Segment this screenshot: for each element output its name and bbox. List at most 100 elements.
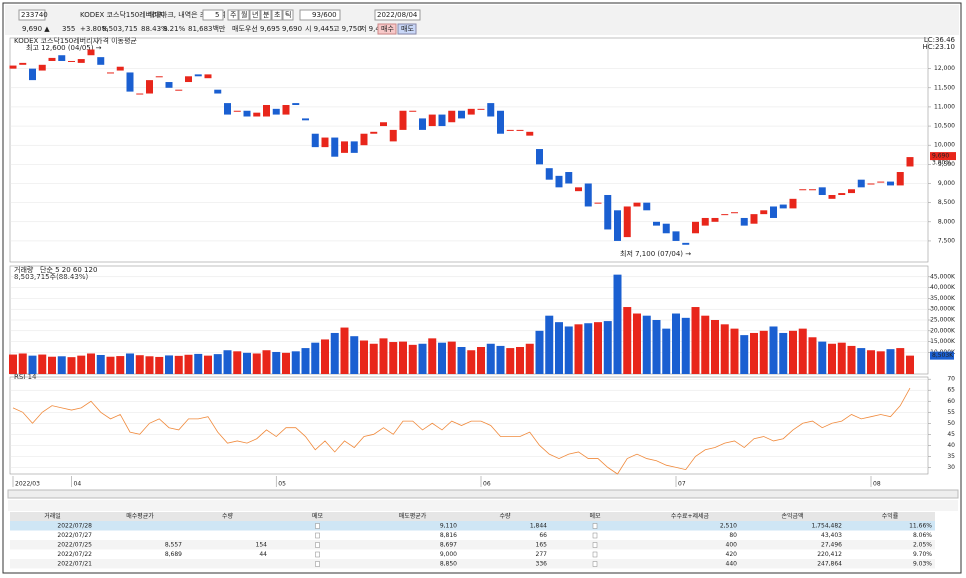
last-volume-tag [930,351,954,360]
candle [126,72,134,92]
volume-bar [808,337,817,374]
volume-bar [282,352,290,374]
memo-icon[interactable] [315,561,320,567]
volume-bar [252,353,261,374]
scrollbar[interactable] [7,489,959,499]
candle [9,65,17,69]
buy-button[interactable] [377,23,397,35]
unit-button[interactable] [238,9,250,21]
count: 93/600 [312,11,337,19]
volume-bar [740,335,749,374]
table-cell: 9.70% [913,551,932,558]
candle [175,89,183,91]
volume-bar [691,307,700,374]
date-box[interactable] [374,9,421,21]
x-tick-label: 2022/03 [15,481,40,488]
memo-icon[interactable] [315,523,320,529]
candle [896,172,904,186]
y-tick-label: 10,000 [934,142,955,149]
memo-icon[interactable] [315,551,320,558]
table-row[interactable] [10,540,935,550]
unit-button[interactable] [249,9,261,21]
unit-button[interactable] [271,9,283,21]
table-row[interactable] [10,521,935,531]
quote-volume: 8,503,715 [102,25,138,33]
candle [68,60,75,62]
table-row[interactable] [10,559,935,569]
table-cell: 11.66% [909,523,932,530]
volume-bar [379,338,388,374]
y-tick-label: 9,000 [938,180,955,187]
count-box[interactable] [299,9,341,21]
y-tick-label: 40 [947,442,955,449]
volume-bar [223,350,232,374]
candle [818,187,826,195]
memo-icon[interactable] [592,523,598,529]
memo-icon[interactable] [592,561,598,567]
volume-bar [594,322,602,374]
sell-label: 매도 [401,25,414,33]
memo-icon[interactable] [315,532,320,539]
volume-bar [340,327,349,374]
volume-bar [652,320,661,374]
candle [146,80,153,94]
code-box[interactable] [18,9,46,21]
memo-icon[interactable] [592,542,598,548]
volume-bar [67,357,76,374]
quote-change: 355 [62,25,75,33]
period-box[interactable] [202,9,224,21]
volume-title: 거래량 [14,265,34,274]
y-tick-label: 11,500 [934,84,955,91]
volume-bar [828,343,836,374]
volume-bar [418,343,427,374]
volume-bar [408,344,417,374]
unit-button[interactable] [282,9,294,21]
volume-bar [38,354,47,374]
volume-bar [57,356,66,374]
volume-bar [633,313,641,374]
volume-bar [662,328,671,374]
volume-bar [87,353,95,374]
table-cell: 165 [536,542,548,549]
candle [467,108,475,115]
unit-button[interactable] [227,9,239,21]
table-cell: 2022/07/25 [57,542,92,549]
unit-button[interactable] [260,9,272,21]
last-change: 3.80% [932,160,951,167]
table-row[interactable] [10,530,935,541]
volume-bar [350,336,359,374]
table-row[interactable] [10,549,935,560]
stock-name: KODEX 코스닥150레버리지 [80,10,165,19]
candle [48,57,56,61]
table-cell: 400 [726,542,738,549]
volume-bar [711,320,719,374]
quote-turnover: 8.21% [163,25,186,33]
memo-icon[interactable] [592,532,598,539]
memo-icon[interactable] [315,542,320,548]
candle [107,72,114,74]
volume-bar [525,343,534,374]
column-header: 손익금액 [781,512,803,520]
table-cell: 9,000 [440,551,457,558]
candle [321,137,329,148]
unit-label: 주 [230,11,237,19]
volume-bar [730,328,739,374]
candle [828,194,836,199]
table-toolbar [8,500,958,511]
volume-bar [779,332,788,374]
volume-bar [233,351,242,374]
sell-button[interactable] [397,23,417,35]
last-price: 9,690 [932,153,949,160]
candle [350,141,358,153]
memo-icon[interactable] [592,551,598,558]
candle [224,103,231,115]
table-cell: 154 [256,542,268,549]
table-cell: 2022/07/21 [57,561,92,568]
candle [799,189,807,191]
volume-bar [896,348,905,374]
panel-frame [9,37,929,263]
candle [458,110,465,119]
candle [536,149,543,165]
volume-bar [389,342,398,374]
